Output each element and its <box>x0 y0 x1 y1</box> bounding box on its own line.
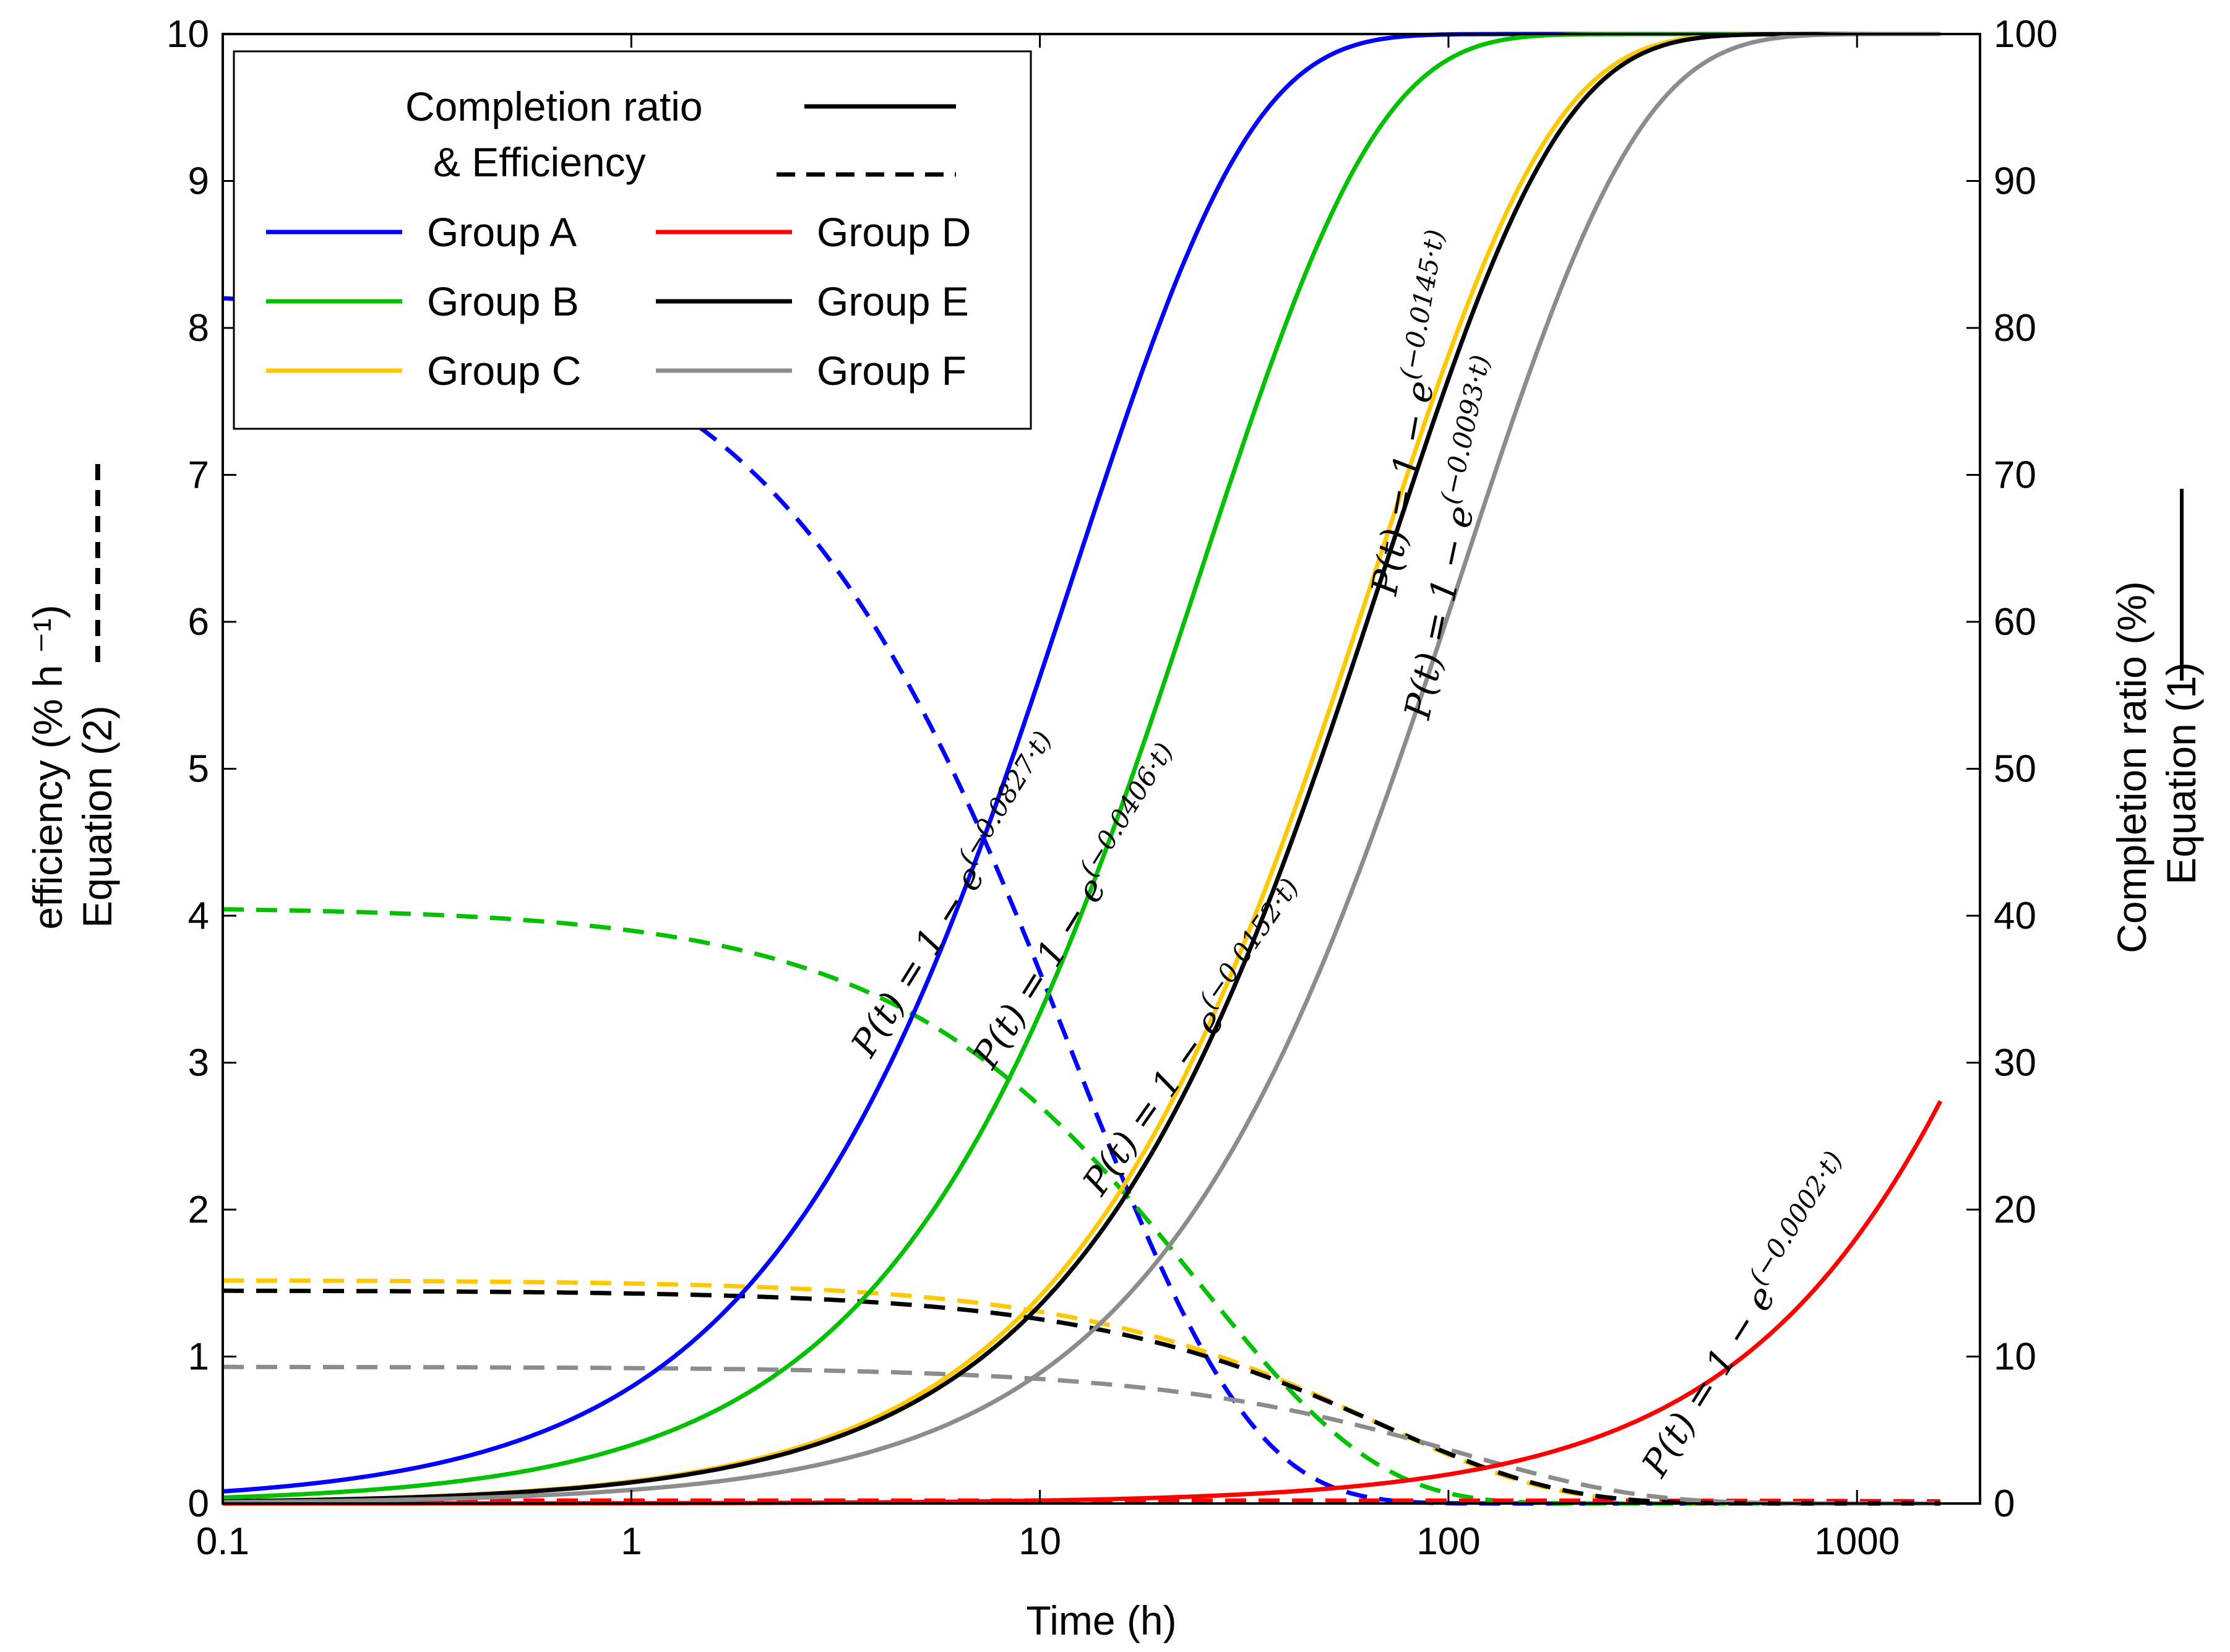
efficiency-line-group-e <box>223 1288 1940 1506</box>
y-axis-right: 0 10 20 30 40 50 60 70 80 90 100 <box>1966 13 2057 1525</box>
y-left-tick-label: 2 <box>188 1189 209 1231</box>
y-left-tick-label: 5 <box>188 748 209 791</box>
y-right-tick-label: 40 <box>1994 895 2036 937</box>
efficiency-line-group-f <box>223 1364 1940 1506</box>
y-right-tick-label: 0 <box>1994 1482 2015 1525</box>
y-axis-left: 0 1 2 3 4 5 6 7 8 9 10 <box>166 13 236 1525</box>
y-left-tick-label: 9 <box>188 160 209 203</box>
x-axis-title: Time (h) <box>1026 1598 1176 1643</box>
y-right-tick-label: 50 <box>1994 748 2036 791</box>
y-left-tick-label: 6 <box>188 601 209 643</box>
legend-label-group-b: Group B <box>427 278 579 324</box>
y-right-tick-label: 80 <box>1994 307 2036 350</box>
x-tick-label: 10 <box>1018 1520 1061 1563</box>
completion-line-group-f <box>222 32 1940 1505</box>
y-right-tick-label: 60 <box>1994 601 2036 643</box>
y-right-title-line1: Completion ratio (%) <box>2109 581 2155 953</box>
legend-label-group-c: Group C <box>427 348 581 394</box>
y-right-tick-label: 90 <box>1994 160 2036 203</box>
y-left-title: efficiency (% h ⁻¹) Equation (2) <box>25 464 120 930</box>
y-right-tick-label: 70 <box>1994 454 2036 497</box>
x-tick-label: 1 <box>621 1520 642 1563</box>
y-left-tick-label: 1 <box>188 1336 209 1379</box>
y-left-tick-label: 0 <box>188 1482 209 1525</box>
x-tick-label: 0.1 <box>196 1520 249 1563</box>
y-left-tick-label: 3 <box>188 1042 209 1085</box>
completion-line-group-e <box>222 32 1940 1504</box>
y-right-title-line2: Equation (1) <box>2158 662 2204 885</box>
y-right-tick-label: 20 <box>1994 1189 2036 1231</box>
legend-box <box>233 50 1032 430</box>
legend-efficiency-label: & Efficiency <box>433 139 646 185</box>
y-left-title-line2: Equation (2) <box>74 705 120 928</box>
y-left-tick-label: 8 <box>188 307 209 350</box>
legend: Completion ratio & Efficiency Group AGro… <box>233 50 1032 430</box>
y-right-title: Completion ratio (%) Equation (1) <box>2109 489 2204 953</box>
y-left-tick-label: 4 <box>188 895 209 937</box>
y-right-tick-label: 30 <box>1994 1042 2036 1085</box>
legend-label-group-f: Group F <box>817 348 966 394</box>
legend-completion-label: Completion ratio <box>405 84 703 129</box>
completion-curves <box>222 32 1943 1506</box>
legend-items: Group A Group B Group C Group D Group E Group… <box>266 209 971 394</box>
x-axis: 0.1 1 10 100 1000 <box>196 34 1900 1563</box>
x-tick-label: 1000 <box>1814 1520 1900 1563</box>
y-right-tick-label: 10 <box>1994 1336 2036 1379</box>
y-left-title-line1: efficiency (% h ⁻¹) <box>25 604 71 929</box>
efficiency-line-group-c <box>222 1278 1940 1506</box>
legend-label-group-a: Group A <box>427 209 577 255</box>
y-left-tick-label: 10 <box>166 13 209 56</box>
x-tick-label: 100 <box>1416 1520 1480 1563</box>
legend-label-group-e: Group E <box>817 278 969 324</box>
legend-label-group-d: Group D <box>817 209 971 255</box>
y-left-tick-label: 7 <box>188 454 209 497</box>
y-right-tick-label: 100 <box>1994 13 2057 56</box>
efficiency-line-group-d <box>223 1498 1941 1504</box>
